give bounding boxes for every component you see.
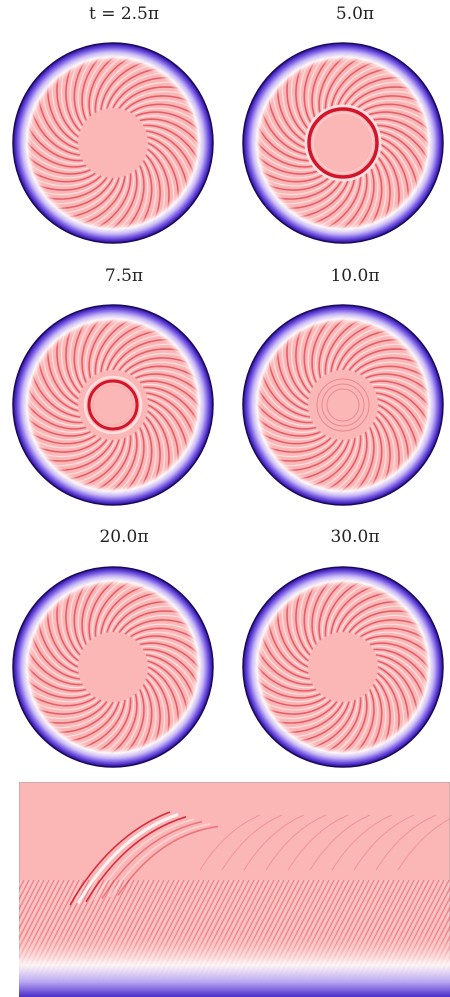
disk-panel-2 — [242, 42, 444, 244]
panel-title-4: 10.0π — [330, 266, 380, 286]
disk-panel-5 — [12, 566, 214, 768]
disk-panel-3 — [12, 304, 214, 506]
bottom-strip-panel — [19, 782, 450, 997]
panel-title-5: 20.0π — [99, 527, 149, 547]
panel-title-1: t = 2.5π — [88, 4, 160, 24]
panel-title-6: 30.0π — [330, 527, 380, 547]
disk-panel-4 — [242, 304, 444, 506]
disk-panel-6 — [242, 566, 444, 768]
disk-panel-1 — [12, 42, 214, 244]
panel-title-2: 5.0π — [335, 4, 375, 24]
panel-title-3: 7.5π — [104, 266, 144, 286]
